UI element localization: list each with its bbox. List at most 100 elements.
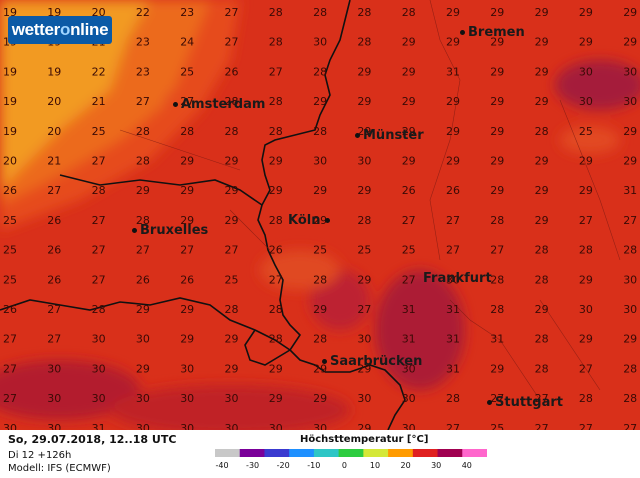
grid-value: 26 — [47, 244, 61, 257]
legend-tick-label: -40 — [215, 461, 229, 470]
grid-value: 29 — [402, 125, 416, 138]
grid-value: 30 — [92, 362, 106, 375]
grid-value: 29 — [535, 184, 549, 197]
grid-value: 28 — [180, 125, 194, 138]
grid-value: 26 — [446, 184, 460, 197]
legend-title: Höchsttemperatur [°C] — [300, 434, 429, 445]
grid-value: 29 — [579, 6, 593, 19]
grid-value: 19 — [3, 65, 17, 78]
city-label-bruxelles: Bruxelles — [132, 223, 208, 238]
grid-value: 29 — [490, 184, 504, 197]
grid-value: 28 — [92, 184, 106, 197]
grid-value: 29 — [623, 333, 637, 346]
warm-zone-northwest — [0, 0, 210, 210]
legend-swatch — [239, 449, 265, 457]
border-lux — [244, 329, 291, 366]
grid-value: 31 — [446, 362, 460, 375]
grid-value: 30 — [92, 333, 106, 346]
grid-value: 29 — [357, 184, 371, 197]
grid-value: 28 — [490, 303, 504, 316]
city-name: Bruxelles — [140, 223, 209, 238]
forecast-run: Di 12 +126h — [8, 450, 72, 461]
grid-value: 29 — [357, 95, 371, 108]
city-name: Amsterdam — [181, 97, 266, 112]
city-name: Saarbrücken — [330, 354, 423, 369]
grid-value: 27 — [579, 422, 593, 430]
grid-value: 27 — [225, 36, 239, 49]
grid-value: 30 — [313, 422, 327, 430]
map-footer: So, 29.07.2018, 12..18 UTC Di 12 +126h M… — [0, 430, 640, 478]
forecast-date: So, 29.07.2018, 12..18 UTC — [8, 433, 177, 446]
grid-value: 29 — [225, 184, 239, 197]
map-rivers-thin — [119, 0, 621, 401]
map-borders — [0, 0, 406, 430]
grid-value: 31 — [490, 333, 504, 346]
grid-value: 29 — [402, 36, 416, 49]
city-dot — [322, 359, 327, 364]
legend-color-bar — [215, 449, 487, 457]
grid-value: 28 — [357, 36, 371, 49]
grid-value: 29 — [357, 422, 371, 430]
grid-value: 21 — [47, 155, 61, 168]
grid-value: 28 — [623, 244, 637, 257]
grid-value: 30 — [402, 362, 416, 375]
grid-value: 30 — [180, 362, 194, 375]
grid-value: 19 — [47, 65, 61, 78]
grid-value: 28 — [269, 125, 283, 138]
grid-value: 28 — [535, 244, 549, 257]
grid-value: 19 — [3, 95, 17, 108]
grid-value: 25 — [579, 125, 593, 138]
grid-value: 23 — [180, 6, 194, 19]
grid-value: 27 — [269, 273, 283, 286]
legend-swatch — [289, 449, 315, 457]
grid-value: 29 — [180, 303, 194, 316]
grid-value: 29 — [136, 184, 150, 197]
grid-value: 22 — [136, 6, 150, 19]
legend-swatch — [412, 449, 439, 457]
city-label-amsterdam: Amsterdam — [173, 97, 265, 112]
wetteronline-logo[interactable]: wetteronline — [8, 16, 112, 44]
city-name: Köln — [288, 213, 321, 228]
grid-value: 30 — [180, 422, 194, 430]
grid-value: 27 — [402, 214, 416, 227]
grid-value: 29 — [269, 392, 283, 405]
grid-value: 30 — [357, 392, 371, 405]
grid-value: 30 — [579, 65, 593, 78]
grid-value: 29 — [313, 214, 327, 227]
grid-value: 28 — [92, 303, 106, 316]
grid-value: 27 — [92, 273, 106, 286]
grid-value: 30 — [269, 422, 283, 430]
grid-value: 26 — [402, 184, 416, 197]
grid-value: 27 — [47, 303, 61, 316]
grid-value: 30 — [623, 65, 637, 78]
logo-text-a: wetter — [11, 20, 61, 39]
grid-value: 29 — [402, 65, 416, 78]
city-dot — [173, 102, 178, 107]
cooler-spot-2 — [560, 126, 620, 154]
legend-swatch — [313, 449, 340, 457]
grid-value: 28 — [535, 273, 549, 286]
legend-swatch — [388, 449, 414, 457]
border-fr-de — [325, 364, 406, 430]
grid-value: 27 — [579, 362, 593, 375]
city-name: Bremen — [468, 25, 525, 40]
grid-value: 29 — [136, 303, 150, 316]
grid-value: 28 — [490, 214, 504, 227]
cooler-spot — [260, 250, 340, 290]
grid-value: 27 — [47, 333, 61, 346]
grid-value: 26 — [47, 273, 61, 286]
grid-value: 29 — [136, 362, 150, 375]
grid-value: 26 — [3, 303, 17, 316]
grid-value: 27 — [623, 214, 637, 227]
legend-tick-label: 0 — [341, 461, 347, 470]
grid-value: 29 — [402, 95, 416, 108]
grid-value: 28 — [357, 214, 371, 227]
grid-value: 29 — [313, 392, 327, 405]
grid-value: 19 — [3, 6, 17, 19]
city-label-muenster: Münster — [355, 128, 424, 143]
legend-swatch — [462, 449, 487, 457]
grid-value: 30 — [402, 422, 416, 430]
city-dot — [324, 218, 330, 223]
grid-value: 29 — [446, 155, 460, 168]
grid-value: 30 — [3, 422, 17, 430]
